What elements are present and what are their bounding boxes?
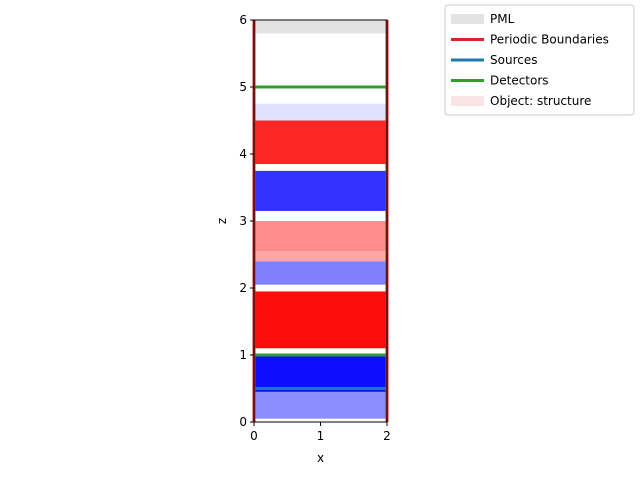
field-band-8 <box>254 210 387 221</box>
legend-label-2: Sources <box>490 53 537 67</box>
y-tick-label-4: 4 <box>239 147 247 161</box>
legend-label-1: Periodic Boundaries <box>490 33 609 47</box>
field-band-2 <box>254 348 387 355</box>
pml-band <box>254 20 387 34</box>
y-tick-label-5: 5 <box>239 80 247 94</box>
legend-swatch-0 <box>451 14 484 24</box>
y-axis-ticks: 0 1 2 3 4 5 6 <box>239 13 254 429</box>
legend-label-4: Object: structure <box>490 94 591 108</box>
field-band-0 <box>254 391 387 419</box>
x-tick-label-0: 0 <box>250 429 258 443</box>
y-tick-label-1: 1 <box>239 348 247 362</box>
field-band-3 <box>254 291 387 349</box>
y-tick-label-0: 0 <box>239 415 247 429</box>
field-band-7 <box>254 221 387 252</box>
x-tick-label-2: 2 <box>383 429 391 443</box>
y-tick-label-2: 2 <box>239 281 247 295</box>
field-band-5 <box>254 261 387 285</box>
pml-layer <box>254 20 387 34</box>
legend-label-0: PML <box>490 12 515 26</box>
field-bands <box>254 103 387 419</box>
field-band-6 <box>254 251 387 262</box>
x-axis-ticks: 0 1 2 <box>250 422 391 443</box>
legend-label-3: Detectors <box>490 74 549 88</box>
legend-frame <box>444 4 635 116</box>
field-band-11 <box>254 120 387 165</box>
y-tick-label-3: 3 <box>239 214 247 228</box>
y-axis-label: z <box>215 218 229 224</box>
x-tick-label-1: 1 <box>317 429 325 443</box>
field-band-4 <box>254 284 387 292</box>
legend: PML Periodic Boundaries Sources Detectors Ob… <box>444 4 635 116</box>
x-axis-label: x <box>317 451 324 465</box>
field-band-12 <box>254 103 387 121</box>
y-tick-label-6: 6 <box>239 13 247 27</box>
legend-swatch-4 <box>451 96 484 106</box>
field-band-10 <box>254 164 387 171</box>
field-band-1 <box>254 355 387 392</box>
field-band-9 <box>254 170 387 211</box>
